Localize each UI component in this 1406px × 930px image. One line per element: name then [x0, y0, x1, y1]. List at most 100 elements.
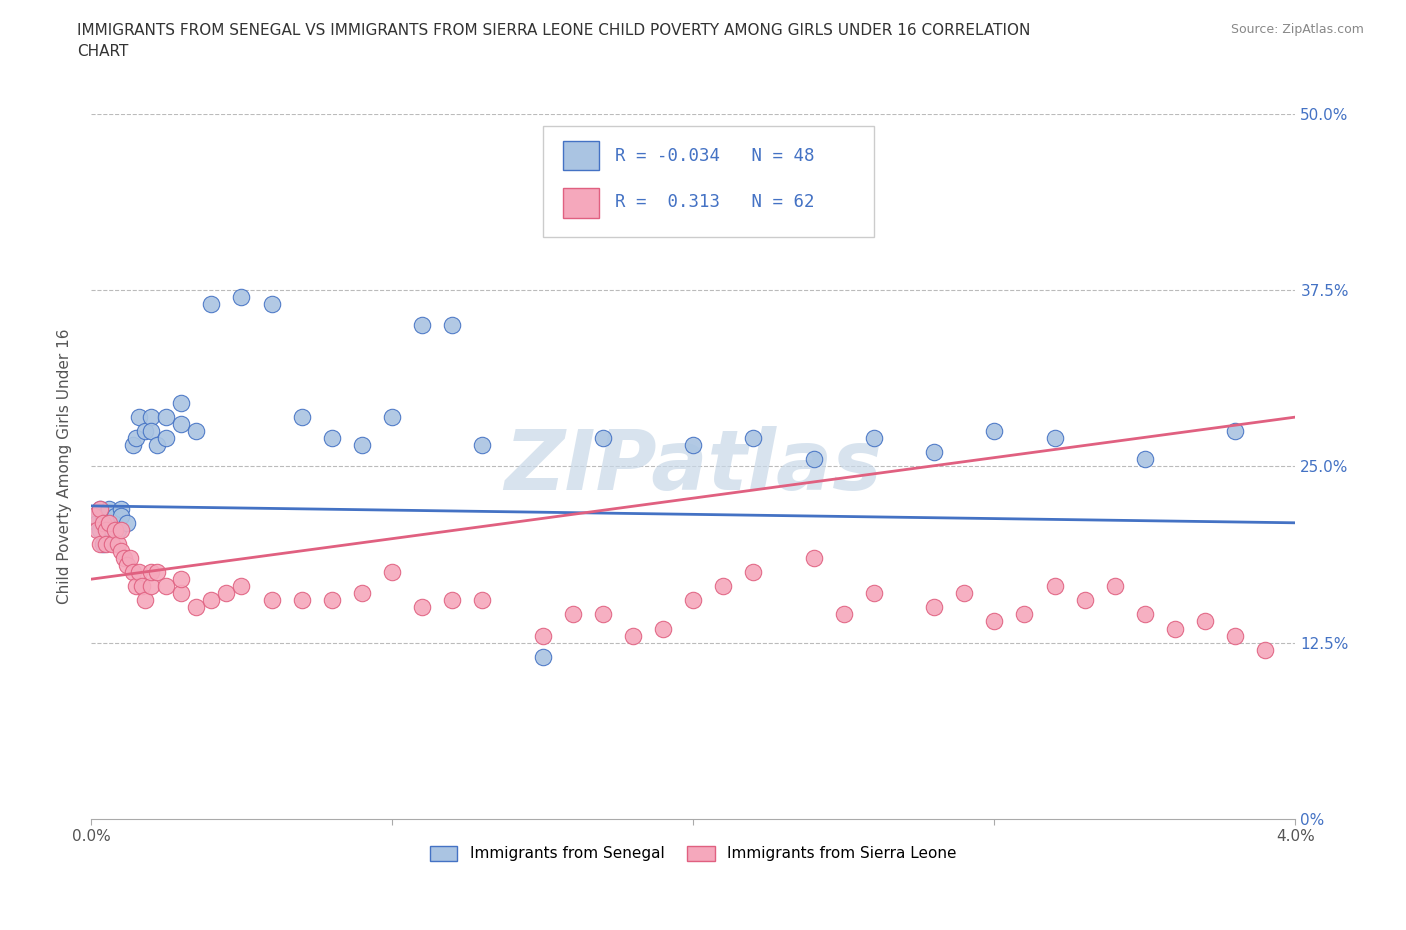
- Point: [141, 578, 163, 593]
- Point: [1254, 643, 1277, 658]
- Point: [155, 409, 177, 424]
- Point: [110, 509, 132, 524]
- Point: [170, 417, 193, 432]
- Text: R =  0.313   N = 62: R = 0.313 N = 62: [614, 193, 814, 211]
- Point: [146, 438, 169, 453]
- Point: [231, 578, 253, 593]
- Point: [682, 593, 704, 608]
- Point: [101, 523, 124, 538]
- Point: [110, 523, 132, 538]
- Point: [94, 515, 117, 530]
- Point: [83, 509, 105, 524]
- Point: [1043, 431, 1066, 445]
- Point: [803, 551, 825, 565]
- Point: [321, 431, 343, 445]
- Point: [742, 565, 765, 579]
- Point: [89, 537, 111, 551]
- Point: [115, 515, 138, 530]
- Point: [1104, 578, 1126, 593]
- Point: [170, 586, 193, 601]
- Point: [350, 586, 373, 601]
- Legend: Immigrants from Senegal, Immigrants from Sierra Leone: Immigrants from Senegal, Immigrants from…: [423, 840, 963, 868]
- Point: [350, 438, 373, 453]
- Point: [89, 523, 111, 538]
- Point: [983, 614, 1005, 629]
- Point: [441, 593, 464, 608]
- Point: [682, 438, 704, 453]
- Point: [411, 600, 433, 615]
- Point: [441, 318, 464, 333]
- Point: [170, 572, 193, 587]
- Point: [141, 424, 163, 439]
- Point: [104, 523, 127, 538]
- Point: [1133, 452, 1156, 467]
- Point: [200, 297, 222, 312]
- Point: [215, 586, 238, 601]
- Point: [134, 424, 156, 439]
- Point: [260, 297, 283, 312]
- Point: [621, 628, 644, 643]
- Point: [200, 593, 222, 608]
- Point: [863, 431, 886, 445]
- Point: [471, 593, 494, 608]
- Point: [141, 409, 163, 424]
- Point: [104, 509, 127, 524]
- Point: [89, 501, 111, 516]
- Point: [1014, 607, 1036, 622]
- Point: [91, 537, 114, 551]
- Point: [94, 537, 117, 551]
- Point: [125, 578, 148, 593]
- Point: [89, 501, 111, 516]
- Point: [128, 409, 150, 424]
- Point: [321, 593, 343, 608]
- Point: [146, 565, 169, 579]
- Point: [291, 409, 314, 424]
- Point: [953, 586, 976, 601]
- Point: [91, 515, 114, 530]
- Point: [98, 515, 121, 530]
- Point: [186, 600, 208, 615]
- Point: [98, 515, 121, 530]
- Point: [561, 607, 583, 622]
- Point: [122, 565, 145, 579]
- Point: [155, 578, 177, 593]
- Point: [592, 431, 614, 445]
- Point: [141, 565, 163, 579]
- Point: [1194, 614, 1216, 629]
- Point: [291, 593, 314, 608]
- Point: [1043, 578, 1066, 593]
- Point: [1073, 593, 1095, 608]
- Point: [122, 438, 145, 453]
- Point: [1225, 424, 1247, 439]
- Point: [86, 523, 108, 538]
- Point: [98, 501, 121, 516]
- Point: [983, 424, 1005, 439]
- Point: [1133, 607, 1156, 622]
- Point: [922, 600, 945, 615]
- Point: [107, 537, 129, 551]
- Point: [120, 551, 142, 565]
- Point: [742, 431, 765, 445]
- Point: [155, 431, 177, 445]
- Point: [115, 558, 138, 573]
- Point: [101, 537, 124, 551]
- Point: [922, 445, 945, 459]
- Point: [131, 578, 153, 593]
- Point: [411, 318, 433, 333]
- Point: [652, 621, 675, 636]
- Point: [186, 424, 208, 439]
- Point: [112, 551, 135, 565]
- Point: [381, 409, 404, 424]
- Point: [531, 649, 554, 664]
- Text: ZIPatlas: ZIPatlas: [505, 426, 882, 507]
- Point: [471, 438, 494, 453]
- Point: [381, 565, 404, 579]
- Point: [711, 578, 734, 593]
- Point: [94, 523, 117, 538]
- Y-axis label: Child Poverty Among Girls Under 16: Child Poverty Among Girls Under 16: [58, 328, 72, 604]
- Point: [170, 395, 193, 410]
- Point: [110, 543, 132, 558]
- Bar: [564, 188, 599, 218]
- Point: [592, 607, 614, 622]
- Point: [86, 515, 108, 530]
